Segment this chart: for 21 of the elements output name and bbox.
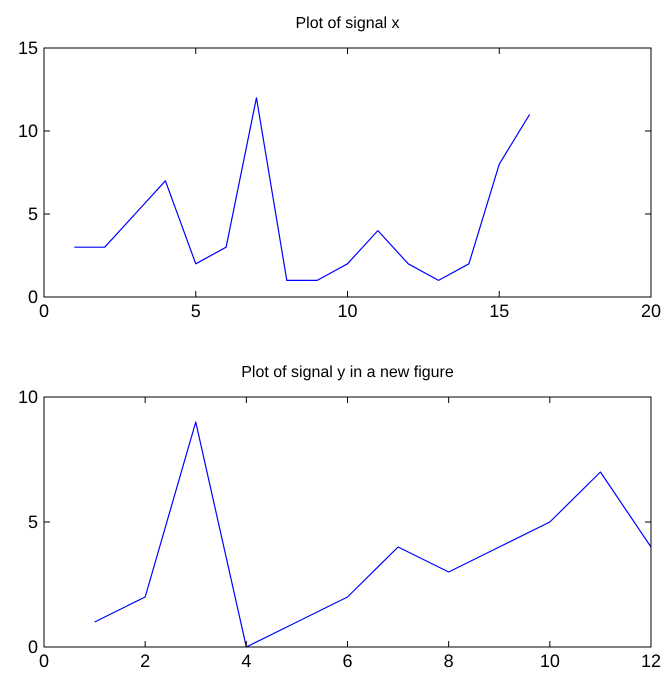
line-series	[74, 97, 530, 281]
y-tick-label: 10	[18, 387, 38, 407]
y-tick-label: 15	[18, 38, 38, 58]
y-tick-label: 0	[28, 287, 38, 307]
chart-title: Plot of signal x	[295, 15, 400, 32]
y-tick-label: 5	[28, 512, 38, 532]
x-tick-label: 5	[190, 301, 201, 321]
x-tick-label: 20	[640, 301, 662, 321]
y-tick-label: 0	[28, 637, 38, 657]
x-tick-label: 2	[140, 651, 150, 671]
y-tick-label: 5	[28, 204, 38, 224]
y-tick-label: 10	[18, 121, 38, 141]
x-tick-label: 8	[444, 651, 454, 671]
x-tick-label: 15	[489, 301, 510, 321]
chart-title: Plot of signal y in a new figure	[241, 364, 454, 381]
x-tick-label: 10	[540, 651, 560, 671]
x-tick-label: 6	[342, 651, 353, 671]
line-series	[94, 421, 652, 648]
x-tick-label: 10	[337, 301, 358, 321]
x-tick-label: 12	[640, 651, 662, 671]
x-tick-label: 4	[241, 651, 252, 671]
